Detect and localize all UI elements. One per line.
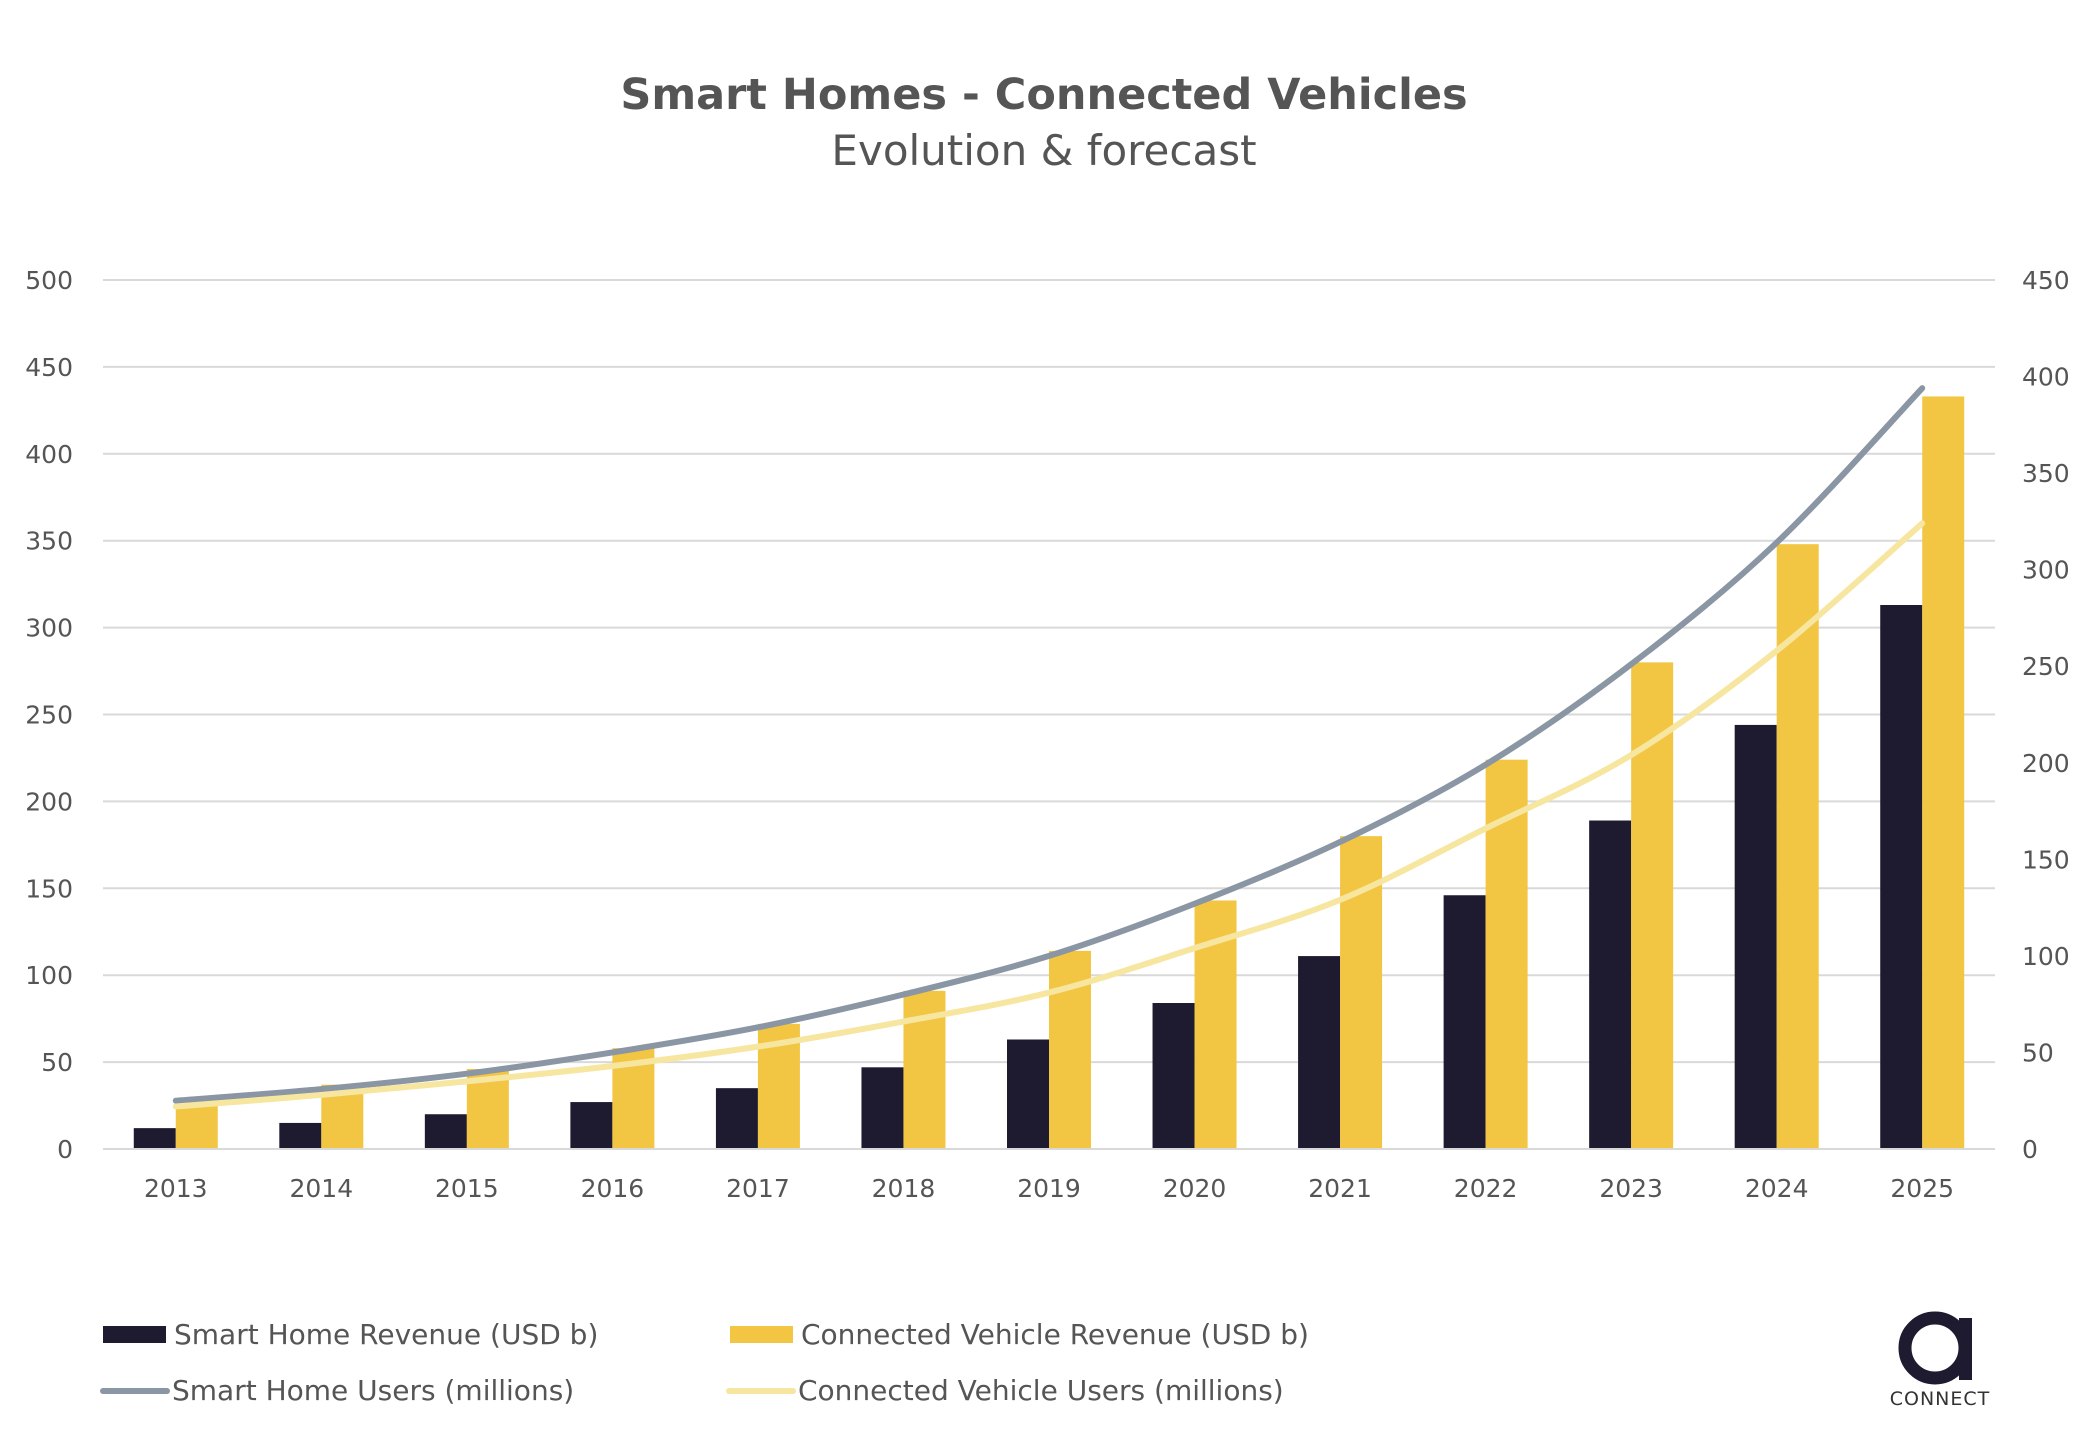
legend-label: Smart Home Revenue (USD b) [174,1318,599,1351]
y-right-tick-label: 450 [2022,266,2070,295]
x-tick-label: 2015 [435,1174,499,1203]
bar-smart-home-revenue-usd-b--2015 [424,1114,467,1149]
bar-smart-home-revenue-usd-b--2020 [1152,1003,1195,1149]
bar-smart-home-revenue-usd-b--2018 [861,1067,904,1149]
bar-smart-home-revenue-usd-b--2025 [1880,605,1923,1149]
bar-smart-home-revenue-usd-b--2024 [1734,724,1777,1149]
legend-item-smart-home-revenue: Smart Home Revenue (USD b) [103,1318,598,1351]
legend-swatch [726,1387,796,1394]
x-tick-label: 2022 [1454,1174,1518,1203]
y-right-tick-label: 150 [2022,845,2070,874]
y-left-tick-label: 400 [25,440,73,469]
chart-subtitle: Evolution & forecast [831,126,1257,175]
y-left-tick-label: 0 [57,1135,73,1164]
bar-smart-home-revenue-usd-b--2013 [133,1128,176,1149]
y-right-tick-label: 200 [2022,749,2070,778]
x-tick-label: 2017 [726,1174,790,1203]
bar-connected-vehicle-revenue-usd-b--2013 [175,1103,218,1149]
legend-item-smart-home-users: Smart Home Users (millions) [100,1374,574,1407]
x-tick-label: 2024 [1745,1174,1809,1203]
x-tick-label: 2023 [1599,1174,1663,1203]
legend-label: Connected Vehicle Users (millions) [798,1374,1284,1407]
logo-a-icon [1898,1311,1972,1385]
y-right-tick-label: 350 [2022,459,2070,488]
bar-smart-home-revenue-usd-b--2023 [1589,820,1632,1149]
bar-smart-home-revenue-usd-b--2017 [715,1088,758,1149]
legend-swatch [100,1387,170,1394]
x-tick-label: 2014 [289,1174,353,1203]
logo-text: CONNECT [1889,1388,1991,1410]
y-left-tick-label: 500 [25,266,73,295]
legend-label: Smart Home Users (millions) [172,1374,575,1407]
y-left-tick-label: 350 [25,527,73,556]
bar-smart-home-revenue-usd-b--2014 [279,1122,322,1149]
y-right-tick-label: 400 [2022,363,2070,392]
y-right-tick-label: 0 [2022,1135,2038,1164]
connect-logo: CONNECT [1880,1306,2000,1410]
y-left-tick-label: 150 [25,874,73,903]
legend-swatch [103,1326,166,1343]
y-right-tick-label: 250 [2022,652,2070,681]
y-left-tick-label: 250 [25,701,73,730]
y-left-tick-label: 450 [25,353,73,382]
legend-item-connected-vehicle-revenue: Connected Vehicle Revenue (USD b) [730,1318,1309,1351]
x-tick-label: 2020 [1163,1174,1227,1203]
y-left-tick-label: 100 [25,961,73,990]
x-tick-label: 2025 [1890,1174,1954,1203]
legend-label: Connected Vehicle Revenue (USD b) [801,1318,1309,1351]
y-left-tick-label: 300 [25,614,73,643]
x-tick-label: 2016 [581,1174,645,1203]
legend-item-connected-vehicle-users: Connected Vehicle Users (millions) [726,1374,1284,1407]
x-tick-label: 2013 [144,1174,208,1203]
y-right-tick-label: 100 [2022,942,2070,971]
bar-smart-home-revenue-usd-b--2019 [1007,1039,1049,1149]
bar-smart-home-revenue-usd-b--2016 [570,1102,613,1149]
bar-smart-home-revenue-usd-b--2022 [1443,895,1486,1149]
y-right-tick-label: 50 [2022,1038,2054,1067]
y-left-tick-label: 200 [25,787,73,816]
legend-swatch [730,1326,793,1343]
bar-smart-home-revenue-usd-b--2021 [1298,956,1341,1149]
y-left-tick-label: 50 [41,1048,73,1077]
y-right-tick-label: 300 [2022,556,2070,585]
x-tick-label: 2021 [1308,1174,1372,1203]
x-tick-label: 2019 [1017,1174,1081,1203]
x-tick-label: 2018 [872,1174,936,1203]
chart-title: Smart Homes - Connected Vehicles [620,70,1468,120]
bar-connected-vehicle-revenue-usd-b--2025 [1922,396,1965,1149]
